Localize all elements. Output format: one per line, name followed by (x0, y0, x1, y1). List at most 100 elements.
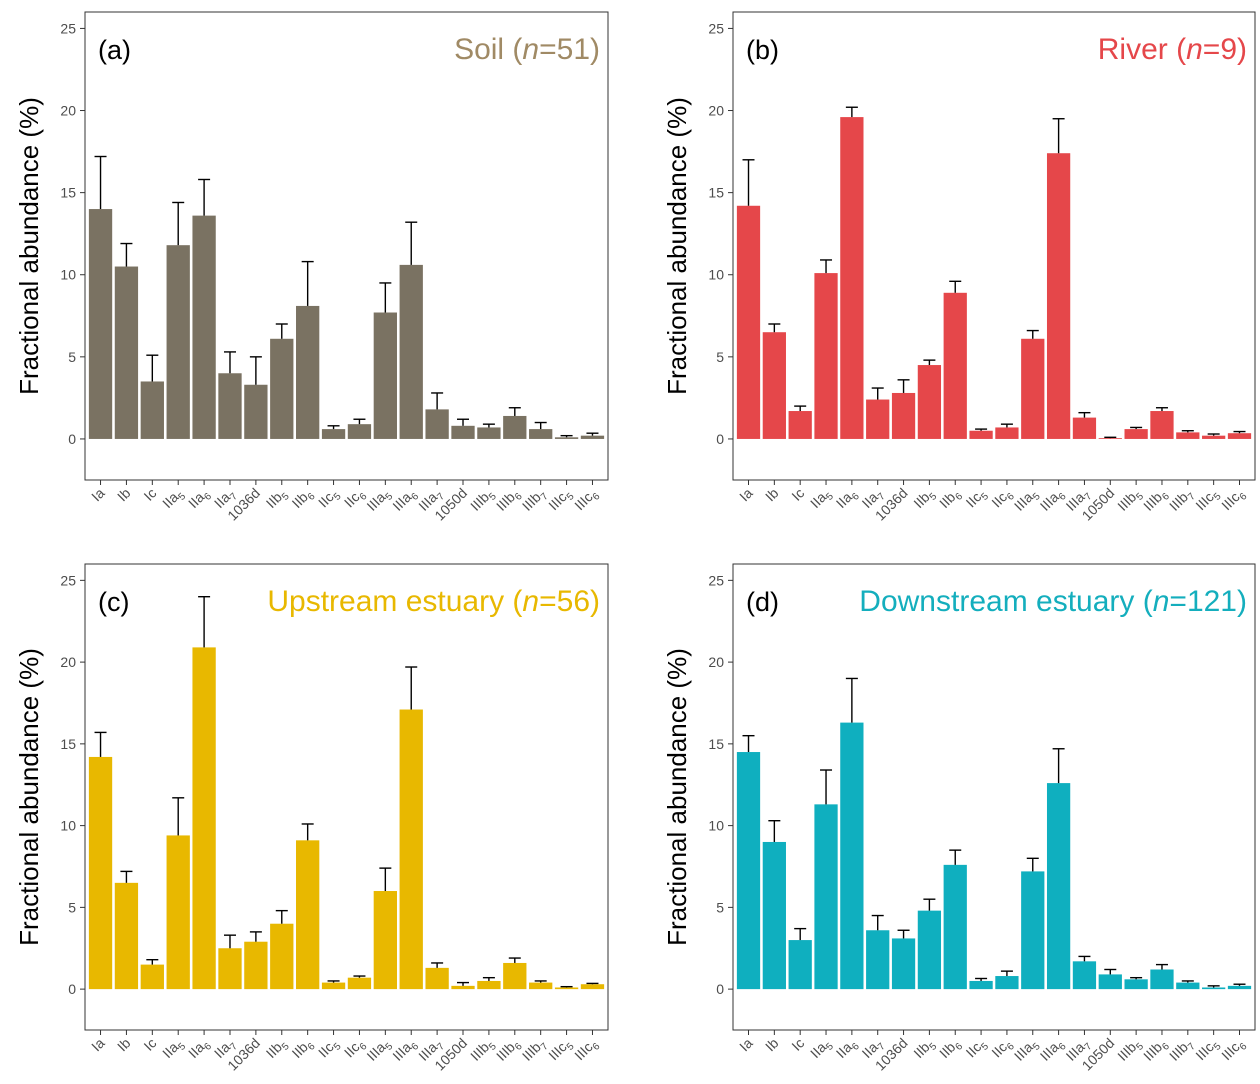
panel-border (84, 563, 609, 1031)
bar-Ic (140, 381, 164, 439)
bar-IIb5 (917, 910, 942, 990)
y-tick-label: 5 (716, 899, 724, 915)
x-tick-label-IIa5: IIa5 (807, 1034, 836, 1063)
panel-title: River (n=9) (1098, 33, 1247, 66)
bar-IIb5 (270, 923, 294, 990)
bar-IIIa5 (1021, 871, 1045, 990)
x-tick-label-Ic: Ic (788, 1035, 807, 1054)
panel-label: (c) (98, 587, 129, 617)
x-tick-label-IIc5: IIc5 (315, 484, 344, 513)
bar-IIc5 (321, 982, 346, 990)
x-tick-label-IIIc6: IIIc6 (1218, 484, 1250, 516)
bar-IIIb7 (1176, 432, 1200, 439)
x-tick-label-1036d: 1036d (224, 485, 263, 524)
panel-title: Soil (n=51) (454, 33, 600, 66)
panel-a: 0 5 10 15 20 25 Fractional abundance (%) Ia Ib Ic… (14, 11, 609, 524)
bar-IIb5 (917, 365, 942, 439)
bar-IIb6 (943, 864, 967, 990)
panel-border (732, 11, 1256, 481)
x-tick-label-Ia: Ia (88, 1035, 108, 1055)
bar-IIa7 (866, 399, 890, 439)
bar-IIIb7 (529, 429, 553, 439)
bar-IIIc6 (1227, 985, 1252, 990)
y-tick-label: 10 (708, 267, 724, 283)
bar-IIa6 (192, 647, 216, 990)
bar-IIIb6 (503, 962, 527, 990)
x-tick-label-IIb5: IIb5 (910, 484, 939, 513)
y-tick-label: 15 (60, 736, 76, 752)
bar-IIa7 (218, 948, 242, 990)
bar-IIIa6 (399, 709, 423, 990)
bar-1036d (891, 938, 916, 990)
x-tick-label-IIa6: IIa6 (185, 1034, 214, 1063)
bar-IIIa5 (373, 312, 397, 439)
panel-label: (a) (98, 35, 131, 65)
bar-IIb6 (296, 840, 320, 990)
bar-1036d (244, 941, 268, 990)
bar-IIIb7 (529, 982, 553, 990)
bar-IIIa7 (425, 409, 449, 439)
bar-IIa6 (840, 722, 864, 990)
panel-d: 0 5 10 15 20 25 Fractional abundance (%) Ia Ib Ic… (662, 563, 1256, 1074)
bar-IIb6 (943, 292, 967, 439)
bar-IIa6 (840, 117, 864, 439)
y-tick-label: 10 (60, 818, 76, 834)
bar-IIc6 (347, 424, 372, 439)
bar-IIa5 (814, 273, 838, 439)
bar-IIa5 (166, 835, 190, 990)
x-tick-label-Ia: Ia (736, 485, 756, 505)
x-tick-label-IIb5: IIb5 (263, 484, 292, 513)
panel-c: 0 5 10 15 20 25 Fractional abundance (%) Ia Ib Ic… (14, 563, 609, 1074)
bar-IIIb5 (1124, 429, 1148, 439)
x-tick-label-IIc6: IIc6 (988, 1034, 1017, 1063)
y-axis-title: Fractional abundance (%) (14, 648, 44, 946)
x-tick-label-IIIc6: IIIc6 (1218, 1034, 1250, 1066)
bar-IIIa6 (399, 264, 423, 439)
bar-IIc5 (969, 430, 993, 439)
panel-label: (d) (746, 587, 779, 617)
y-tick-label: 15 (708, 185, 724, 201)
bar-Ia (736, 205, 761, 439)
x-tick-label-Ib: Ib (114, 1035, 134, 1055)
x-tick-label-1036d: 1036d (872, 1035, 911, 1074)
bar-IIIa7 (1072, 961, 1097, 990)
x-tick-label-IIc6: IIc6 (341, 484, 370, 513)
bar-IIIb6 (1150, 411, 1174, 439)
y-tick-label: 20 (708, 654, 724, 670)
bar-IIa5 (814, 804, 838, 990)
bar-IIIa5 (1021, 338, 1045, 439)
bar-Ic (788, 411, 812, 439)
bar-IIIb6 (1150, 969, 1174, 990)
x-tick-label-Ib: Ib (114, 485, 134, 505)
x-tick-label-IIb6: IIb6 (289, 484, 318, 513)
bar-IIIa6 (1046, 783, 1071, 990)
bar-IIb5 (270, 338, 294, 439)
x-tick-label-IIc5: IIc5 (963, 1034, 992, 1063)
panel-b: 0 5 10 15 20 25 Fractional abundance (%) Ia Ib Ic… (662, 11, 1256, 524)
y-tick-label: 10 (708, 818, 724, 834)
x-tick-label-1036d: 1036d (224, 1035, 263, 1074)
x-tick-label-Ia: Ia (88, 485, 108, 505)
bar-IIa7 (866, 930, 890, 990)
bar-IIIa7 (425, 967, 449, 990)
x-tick-label-IIa6: IIa6 (185, 484, 214, 513)
bar-IIIc6 (580, 984, 605, 990)
bar-IIIa6 (1046, 153, 1071, 439)
bar-Ic (788, 940, 812, 990)
x-tick-label-IIb5: IIb5 (263, 1034, 292, 1063)
x-tick-label-Ic: Ic (788, 485, 807, 504)
y-tick-label: 15 (708, 736, 724, 752)
bar-IIIb7 (1176, 982, 1200, 990)
y-tick-label: 25 (708, 572, 724, 588)
x-tick-label-IIa6: IIa6 (833, 1034, 862, 1063)
bar-IIc5 (969, 980, 993, 990)
x-tick-label-IIIc6: IIIc6 (571, 484, 603, 516)
y-tick-label: 0 (68, 431, 76, 447)
x-tick-label-IIIc6: IIIc6 (571, 1034, 603, 1066)
y-tick-label: 0 (716, 981, 724, 997)
bar-IIc6 (995, 427, 1019, 439)
y-tick-label: 5 (68, 899, 76, 915)
bar-IIa6 (192, 215, 216, 439)
bar-IIa5 (166, 245, 190, 439)
y-tick-label: 10 (60, 267, 76, 283)
